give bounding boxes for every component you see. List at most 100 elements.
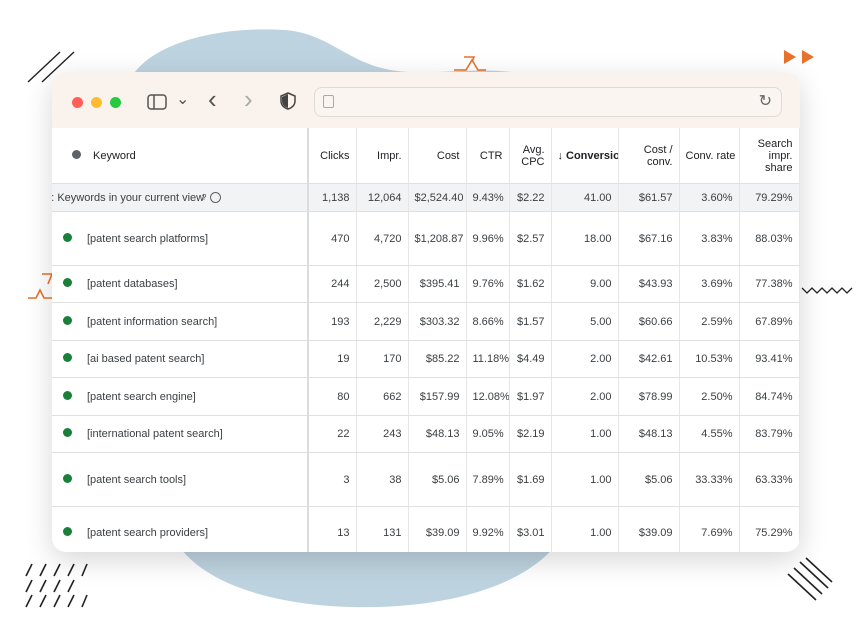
- total-conversions: 41.00: [551, 183, 619, 212]
- hatch-decoration: [25, 563, 88, 608]
- clicks-cell: 80: [308, 377, 357, 416]
- avg-cpc-cell: $1.62: [509, 265, 552, 303]
- forward-arrow-icon[interactable]: ›: [244, 84, 253, 114]
- search-share-cell: 75.29%: [739, 506, 800, 552]
- status-dot: [63, 390, 72, 400]
- status-column-header[interactable]: [52, 128, 87, 184]
- keyword-cell[interactable]: [international patent search]: [87, 415, 309, 453]
- sort-down-icon: ↓: [557, 149, 564, 162]
- cost-cell: $157.99: [408, 377, 467, 416]
- total-impr: 12,064: [356, 183, 409, 212]
- ctr-cell: 7.89%: [466, 452, 510, 507]
- table-row[interactable]: [patent search platforms] 470 4,720 $1,208.…: [52, 211, 800, 266]
- avg-cpc-column-header[interactable]: Avg. CPC: [509, 128, 552, 184]
- total-row: Total: Keywords in your current view? 1,…: [52, 183, 800, 212]
- keywords-table: Keyword Clicks Impr. Cost CTR Avg. CPC ↓ C…: [52, 128, 800, 552]
- ctr-cell: 8.66%: [466, 302, 510, 341]
- conv-rate-cell: 2.50%: [679, 377, 740, 416]
- back-arrow-icon[interactable]: ‹: [208, 84, 217, 114]
- cost-conv-cell: $48.13: [618, 415, 680, 453]
- avg-cpc-cell: $3.01: [509, 506, 552, 552]
- clicks-cell: 19: [308, 340, 357, 378]
- search-share-header-line3: share: [764, 161, 793, 174]
- conversions-cell: 1.00: [551, 452, 619, 507]
- conv-rate-cell: 3.69%: [679, 265, 740, 303]
- page-icon: [323, 95, 334, 108]
- table-row[interactable]: [patent search providers] 13 131 $39.09 9.92…: [52, 506, 800, 552]
- status-dot: [63, 428, 72, 437]
- cost-conv-cell: $5.06: [618, 452, 680, 507]
- keyword-cell[interactable]: [patent search platforms]: [87, 211, 309, 266]
- cost-cell: $395.41: [408, 265, 467, 303]
- conv-rate-column-header[interactable]: Conv. rate: [679, 128, 740, 184]
- slash-decoration: [27, 51, 75, 83]
- status-cell: [52, 415, 87, 453]
- search-share-cell: 93.41%: [739, 340, 800, 378]
- reload-icon[interactable]: ↻: [758, 93, 772, 110]
- table-header-row: Keyword Clicks Impr. Cost CTR Avg. CPC ↓ C…: [52, 128, 800, 184]
- table-row[interactable]: [ai based patent search] 19 170 $85.22 11.18…: [52, 340, 800, 378]
- ctr-column-header[interactable]: CTR: [466, 128, 510, 184]
- avg-cpc-cell: $4.49: [509, 340, 552, 378]
- impr-cell: 243: [356, 415, 409, 453]
- sidebar-icon[interactable]: [147, 94, 167, 110]
- clicks-cell: 13: [308, 506, 357, 552]
- avg-cpc-cell: $1.97: [509, 377, 552, 416]
- table-row[interactable]: [patent databases] 244 2,500 $395.41 9.76% $1…: [52, 265, 800, 303]
- status-dot: [63, 526, 72, 536]
- close-window-button[interactable]: [72, 97, 83, 108]
- table-row[interactable]: [patent search tools] 3 38 $5.06 7.89% $1.69 1…: [52, 452, 800, 507]
- keyword-cell[interactable]: [patent search engine]: [87, 377, 309, 416]
- cost-conv-cell: $43.93: [618, 265, 680, 303]
- impr-column-header[interactable]: Impr.: [356, 128, 409, 184]
- ctr-cell: 12.08%: [466, 377, 510, 416]
- status-cell: [52, 452, 87, 507]
- shield-icon[interactable]: [280, 92, 296, 110]
- status-dot: [63, 278, 72, 287]
- conv-rate-cell: 10.53%: [679, 340, 740, 378]
- avg-cpc-header-line1: Avg.: [522, 143, 545, 156]
- ctr-cell: 11.18%: [466, 340, 510, 378]
- maximize-window-button[interactable]: [110, 97, 121, 108]
- clicks-column-header[interactable]: Clicks: [308, 128, 357, 184]
- cost-column-header[interactable]: Cost: [408, 128, 467, 184]
- clicks-cell: 470: [308, 211, 357, 266]
- minimize-window-button[interactable]: [91, 97, 102, 108]
- avg-cpc-cell: $2.57: [509, 211, 552, 266]
- conversions-column-header[interactable]: ↓Conversions: [551, 128, 619, 184]
- ctr-cell: 9.96%: [466, 211, 510, 266]
- chevron-down-icon[interactable]: ⌄: [176, 91, 190, 108]
- wave-decoration: [801, 287, 853, 294]
- conv-rate-cell: 33.33%: [679, 452, 740, 507]
- conversions-cell: 1.00: [551, 506, 619, 552]
- keyword-cell[interactable]: [patent search providers]: [87, 506, 309, 552]
- status-dot: [63, 315, 72, 325]
- total-avg-cpc: $2.22: [509, 183, 552, 212]
- table-row[interactable]: [patent information search] 193 2,229 $303.…: [52, 302, 800, 341]
- conv-rate-cell: 4.55%: [679, 415, 740, 453]
- search-share-cell: 84.74%: [739, 377, 800, 416]
- cost-conv-column-header[interactable]: Cost / conv.: [618, 128, 680, 184]
- total-cost-conv: $61.57: [618, 183, 680, 212]
- conv-rate-cell: 7.69%: [679, 506, 740, 552]
- table-row[interactable]: [patent search engine] 80 662 $157.99 12.08%…: [52, 377, 800, 416]
- table-row[interactable]: [international patent search] 22 243 $48.13…: [52, 415, 800, 453]
- impr-cell: 38: [356, 452, 409, 507]
- keyword-cell[interactable]: [patent search tools]: [87, 452, 309, 507]
- cost-conv-header-line1: Cost /: [643, 143, 673, 156]
- keyword-cell[interactable]: [patent databases]: [87, 265, 309, 303]
- search-share-column-header[interactable]: Search impr. share: [739, 128, 800, 184]
- cost-conv-cell: $42.61: [618, 340, 680, 378]
- status-cell: [52, 340, 87, 378]
- conversions-header-label: Conversions: [566, 149, 617, 162]
- browser-window: ⌄ ‹ › ↻ Keyword Clicks Impr. Cost CTR: [52, 72, 800, 552]
- cost-conv-cell: $67.16: [618, 211, 680, 266]
- keyword-cell[interactable]: [ai based patent search]: [87, 340, 309, 378]
- search-share-cell: 88.03%: [739, 211, 800, 266]
- keyword-column-header[interactable]: Keyword: [87, 128, 309, 184]
- keyword-cell[interactable]: [patent information search]: [87, 302, 309, 341]
- total-clicks: 1,138: [308, 183, 357, 212]
- help-icon[interactable]: ?: [202, 191, 222, 203]
- search-share-header-line1: Search: [757, 137, 793, 150]
- address-bar[interactable]: ↻: [314, 87, 782, 117]
